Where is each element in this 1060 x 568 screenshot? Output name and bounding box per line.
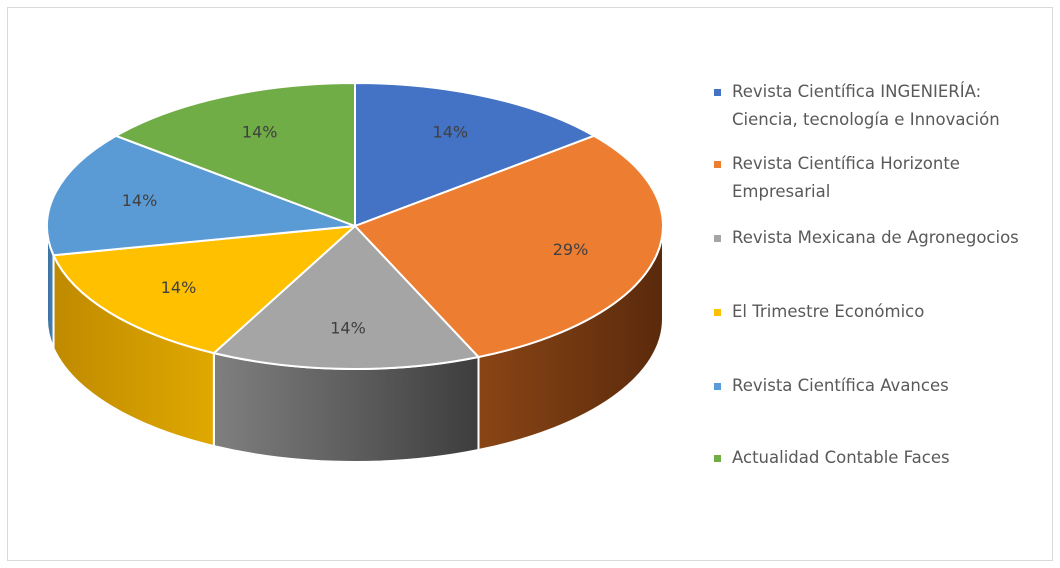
- legend-item: Revista Científica Avances: [714, 372, 1037, 400]
- slice-label-avances: 14%: [122, 191, 158, 210]
- pie-slice-agronegocios: [212, 225, 480, 370]
- legend-label: Revista Científica INGENIERÍA: Ciencia, …: [732, 82, 1000, 129]
- legend-swatch-square: [714, 89, 721, 96]
- legend-label: Revista Mexicana de Agronegocios: [732, 228, 1019, 247]
- legend-swatch-square: [714, 383, 721, 390]
- legend-swatch-square: [714, 235, 721, 242]
- legend-swatch-square: [714, 309, 721, 316]
- pie-slice-avances: [46, 134, 356, 257]
- pie-slice-trimestre: [52, 225, 356, 355]
- legend-item: Revista Científica INGENIERÍA: Ciencia, …: [714, 78, 1037, 134]
- legend-item: El Trimestre Económico: [714, 298, 1037, 326]
- slice-label-trimestre: 14%: [161, 278, 197, 297]
- slice-label-agronegocios: 14%: [330, 318, 366, 337]
- pie-slice-ingenieria: [354, 82, 596, 227]
- legend-item: Actualidad Contable Faces: [714, 444, 1037, 472]
- legend-item: Revista Mexicana de Agronegocios: [714, 224, 1037, 252]
- legend-label: El Trimestre Económico: [732, 302, 925, 321]
- legend-swatch-square: [714, 455, 721, 462]
- slice-label-faces: 14%: [242, 123, 278, 142]
- pie-slice-faces: [114, 82, 356, 227]
- legend-label: Revista Científica Horizonte Empresarial: [732, 154, 960, 201]
- legend-item: Revista Científica Horizonte Empresarial: [714, 150, 1037, 206]
- legend-label: Revista Científica Avances: [732, 376, 949, 395]
- slice-label-horizonte: 29%: [553, 240, 589, 259]
- legend-label: Actualidad Contable Faces: [732, 448, 950, 467]
- pie-slice-horizonte: [354, 134, 664, 359]
- slice-label-ingenieria: 14%: [433, 123, 469, 142]
- legend-swatch-square: [714, 161, 721, 168]
